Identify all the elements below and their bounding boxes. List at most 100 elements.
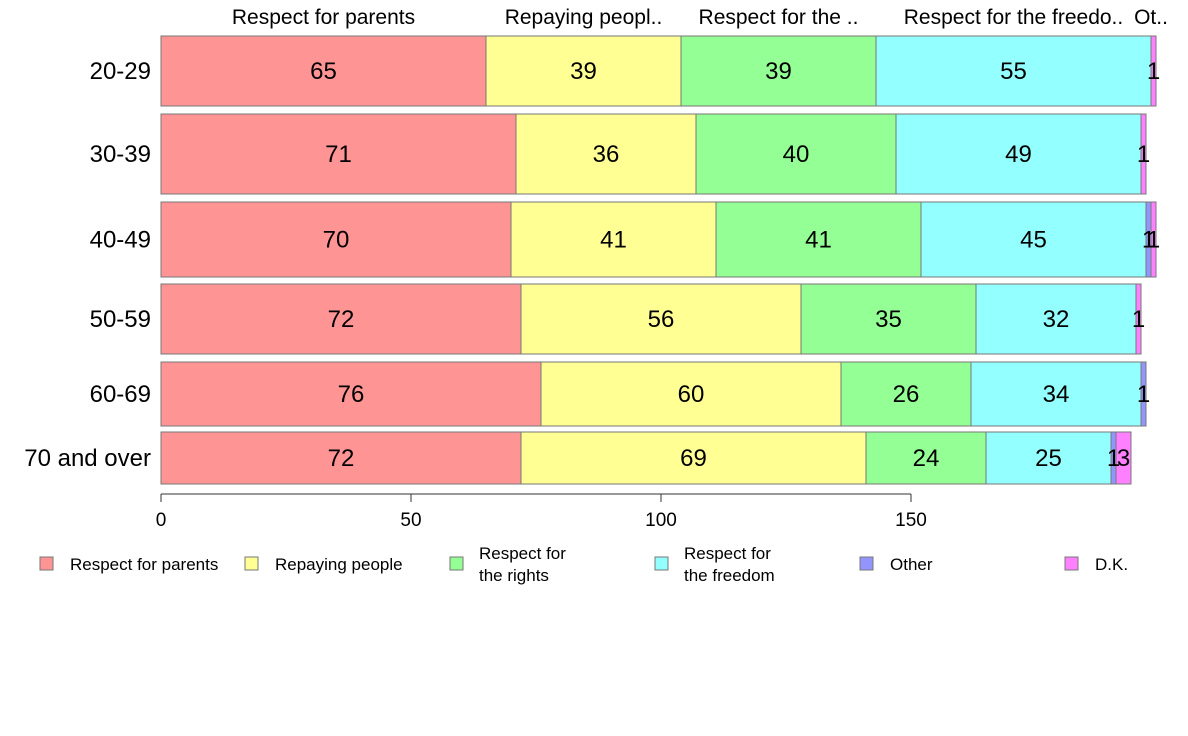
data-label-respect-for-parents: 72 [328,306,355,333]
legend: Respect for parents Repaying people Respec… [39,544,1128,585]
legend-label: D.K. [1095,555,1128,574]
data-label-other: 1 [1107,445,1120,472]
row-label: 30-39 [90,141,151,168]
x-tick-label: 150 [895,510,927,531]
bar-segment-respect-for-the-rights [680,35,877,107]
legend-label: Respect for [684,544,771,563]
legend-item-respect-for-parents: Respect for parents [39,555,218,574]
bar-segment-respect-for-the-rights [715,201,922,278]
legend-item-repaying-people: Repaying people [244,555,403,574]
bar-segment-repaying-people [515,113,697,195]
top-series-labels: Respect for parents Repaying peopl.. Respe… [232,6,1168,29]
legend-label: Respect for parents [70,555,218,574]
row-label: 20-29 [90,58,151,85]
legend-label: Respect for [479,544,566,563]
bar-segment-repaying-people [520,431,867,485]
bar-row-30-39: 30-39 71 36 40 49 1 [90,113,1150,195]
data-label-d-k: 3 [1117,445,1130,472]
bar-segment-respect-for-the-freedom [895,113,1142,195]
top-label-repaying-people: Repaying peopl.. [505,6,663,29]
bar-segment-other [1140,361,1147,427]
bar-segment-respect-for-parents [160,431,522,485]
row-label: 70 and over [24,445,151,472]
top-label-respect-for-the-rights: Respect for the .. [699,6,859,29]
legend-swatch [449,556,464,571]
bar-segment-respect-for-the-rights [840,361,972,427]
legend-swatch [859,556,874,571]
data-label-d-k: 1 [1137,141,1150,168]
legend-label: the freedom [684,566,775,585]
data-label-respect-for-parents: 76 [338,381,365,408]
bar-segment-respect-for-parents [160,283,522,355]
legend-swatch [244,556,259,571]
bar-segment-d-k [1140,113,1147,195]
bar-row-50-59: 50-59 72 56 35 32 1 [90,283,1145,355]
data-label-other: 1 [1137,381,1150,408]
legend-swatch [654,556,669,571]
data-label-respect-for-the-freedom: 25 [1035,445,1062,472]
data-label-other: 1 [1142,227,1155,254]
bar-row-60-69: 60-69 76 60 26 34 1 [90,361,1150,427]
bar-segment-respect-for-the-freedom [985,431,1112,485]
data-label-respect-for-parents: 65 [310,58,337,85]
bar-row-20-29: 20-29 65 39 39 55 1 [90,35,1160,107]
bar-row-70-and-over: 70 and over 72 69 24 25 13 [24,431,1132,485]
bar-segment-repaying-people [485,35,682,107]
legend-label: the rights [479,566,549,585]
bar-segment-d-k [1115,431,1132,485]
top-label-respect-for-the-freedom: Respect for the freedo.. [904,6,1123,29]
bar-segment-d-k [1150,35,1157,107]
legend-label: Repaying people [275,555,403,574]
top-label-other: Ot.. [1134,6,1168,29]
legend-swatch [39,556,54,571]
data-label-d-k: 1 [1147,58,1160,85]
data-label-respect-for-the-rights: 24 [913,445,940,472]
data-label-respect-for-the-rights: 41 [805,227,832,254]
bar-rows: 20-29 65 39 39 55 130-39 71 36 40 49 140-49 70 41 41 4… [24,35,1160,485]
bar-segment-respect-for-the-freedom [875,35,1152,107]
legend-item-respect-for-the-rights: Respect for the rights [449,544,566,585]
data-label-d-k: 1 [1132,306,1145,333]
x-tick-label: 100 [645,510,677,531]
row-label: 50-59 [90,306,151,333]
data-label-d-k: 1 [1147,227,1160,254]
data-label-respect-for-the-rights: 40 [783,141,810,168]
data-label-repaying-people: 39 [570,58,597,85]
bar-segment-respect-for-the-rights [800,283,977,355]
data-label-respect-for-the-rights: 26 [893,381,920,408]
legend-item-other: Other [859,555,933,574]
data-label-respect-for-parents: 70 [323,227,350,254]
data-label-repaying-people: 69 [680,445,707,472]
bar-segment-respect-for-parents [160,35,487,107]
bar-segment-respect-for-the-freedom [970,361,1142,427]
bar-segment-respect-for-parents [160,201,512,278]
bar-row-40-49: 40-49 70 41 41 45 11 [90,201,1160,278]
data-label-respect-for-the-freedom: 45 [1020,227,1047,254]
legend-swatch [1064,556,1079,571]
x-tick-label: 0 [156,510,167,531]
data-label-repaying-people: 36 [593,141,620,168]
legend-item-respect-for-the-freedom: Respect for the freedom [654,544,775,585]
legend-item-d-k: D.K. [1064,555,1128,574]
data-label-respect-for-the-rights: 39 [765,58,792,85]
data-label-respect-for-the-freedom: 34 [1043,381,1070,408]
data-label-repaying-people: 60 [678,381,705,408]
row-label: 40-49 [90,227,151,254]
bar-segment-respect-for-the-rights [695,113,897,195]
top-label-respect-for-parents: Respect for parents [232,6,415,29]
data-label-respect-for-the-freedom: 32 [1043,306,1070,333]
x-tick-label: 50 [400,510,421,531]
data-label-repaying-people: 41 [600,227,627,254]
data-label-respect-for-the-freedom: 55 [1000,58,1027,85]
row-label: 60-69 [90,381,151,408]
bar-segment-respect-for-the-freedom [920,201,1147,278]
bar-segment-d-k [1150,201,1157,278]
data-label-respect-for-parents: 72 [328,445,355,472]
legend-label: Other [890,555,933,574]
bar-segment-repaying-people [540,361,842,427]
data-label-respect-for-the-freedom: 49 [1005,141,1032,168]
data-label-respect-for-parents: 71 [325,141,352,168]
x-axis: 0 50 100 150 [156,493,927,531]
bar-segment-repaying-people [510,201,717,278]
